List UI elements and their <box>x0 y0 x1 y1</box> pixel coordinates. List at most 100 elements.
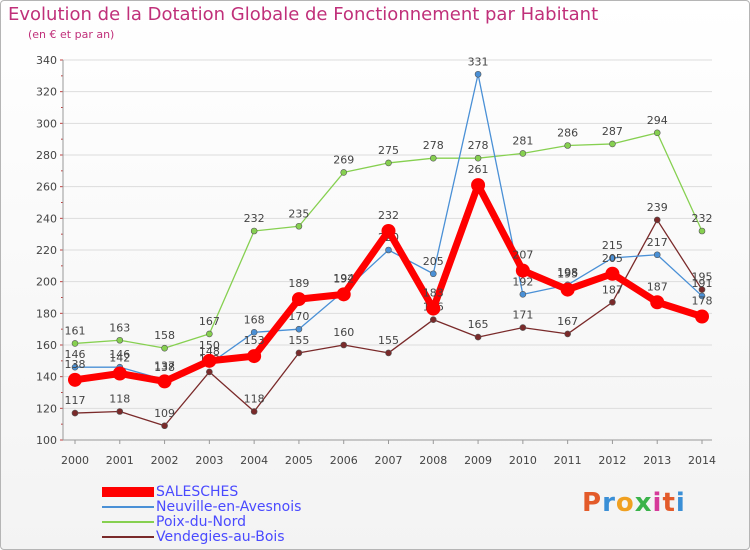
x-tick-label: 2012 <box>598 454 626 467</box>
data-label: 331 <box>468 55 489 68</box>
logo-letter: x <box>634 488 653 518</box>
data-point <box>609 298 616 306</box>
data-label: 192 <box>333 272 354 285</box>
data-label: 187 <box>602 283 623 296</box>
legend-item-neuville: Neuville-en-Avesnois <box>102 498 302 515</box>
data-point <box>426 301 441 316</box>
data-point <box>206 368 213 376</box>
data-label: 142 <box>109 352 130 365</box>
data-label: 191 <box>692 277 713 290</box>
data-point <box>385 349 392 357</box>
data-point <box>116 336 124 344</box>
data-point <box>471 178 486 193</box>
data-point <box>295 222 303 230</box>
y-tick-label: 200 <box>36 276 57 289</box>
y-tick-label: 180 <box>36 307 57 320</box>
data-label: 146 <box>65 348 86 361</box>
data-point <box>519 291 527 298</box>
data-point <box>295 349 303 357</box>
data-label: 239 <box>647 201 668 214</box>
logo-letter: o <box>615 488 635 518</box>
x-tick-label: 2000 <box>61 454 89 467</box>
data-label: 155 <box>378 334 399 347</box>
data-label: 150 <box>199 339 220 352</box>
data-point <box>698 286 706 293</box>
data-label: 187 <box>647 280 668 293</box>
data-point <box>295 325 303 333</box>
logo-letter: i <box>675 488 686 518</box>
x-tick-label: 2003 <box>195 454 223 467</box>
data-label: 281 <box>512 134 533 147</box>
data-label: 118 <box>244 393 265 406</box>
y-tick-label: 260 <box>36 181 57 194</box>
data-point <box>429 154 437 162</box>
data-label: 165 <box>468 318 489 331</box>
x-tick-label: 2007 <box>375 454 403 467</box>
legend-swatch <box>102 520 154 523</box>
data-point <box>609 254 616 262</box>
data-point <box>653 129 661 137</box>
data-point <box>340 341 348 349</box>
data-point <box>605 266 620 281</box>
data-label: 167 <box>557 315 578 328</box>
data-point <box>161 422 168 430</box>
data-label: 232 <box>244 212 265 225</box>
data-point <box>429 270 437 278</box>
data-label: 217 <box>647 236 668 249</box>
y-tick-label: 300 <box>36 117 57 130</box>
data-point <box>474 154 482 162</box>
data-point <box>695 309 709 324</box>
data-label: 146 <box>109 348 130 361</box>
y-tick-label: 320 <box>36 86 57 99</box>
data-point <box>519 324 527 331</box>
logo-letter: r <box>602 488 616 518</box>
data-label: 232 <box>692 212 713 225</box>
logo-letter: i <box>652 488 663 518</box>
x-tick-label: 2002 <box>151 454 179 467</box>
legend-item-vendegies: Vendegies-au-Bois <box>102 529 301 545</box>
y-tick-label: 280 <box>36 149 57 162</box>
data-point <box>515 263 530 278</box>
x-tick-label: 2008 <box>419 454 447 467</box>
x-tick-label: 2010 <box>509 454 537 467</box>
data-point <box>560 282 575 297</box>
legend-swatch <box>102 505 154 508</box>
legend: SALESCHES Neuville-en-Avesnois Poix-du-N… <box>102 483 302 545</box>
x-tick-label: 2004 <box>240 454 268 467</box>
data-point <box>381 224 396 238</box>
data-point <box>474 70 482 78</box>
data-label: 118 <box>109 393 130 406</box>
data-label: 161 <box>65 324 86 337</box>
data-point <box>698 292 706 300</box>
y-tick-label: 220 <box>36 244 57 257</box>
legend-label: Neuville-en-Avesnois <box>156 498 302 515</box>
data-label: 167 <box>199 315 220 328</box>
x-tick-label: 2001 <box>106 454 134 467</box>
legend-item-salesches: SALESCHES <box>102 483 301 500</box>
logo-letter: t <box>662 488 676 518</box>
data-point <box>206 330 213 338</box>
x-tick-label: 2005 <box>285 454 313 467</box>
data-label: 195 <box>692 271 713 284</box>
data-point <box>161 344 168 352</box>
legend-swatch <box>102 535 154 538</box>
x-tick-label: 2006 <box>330 454 358 467</box>
data-point <box>202 353 217 368</box>
data-label: 138 <box>65 358 86 371</box>
x-tick-label: 2009 <box>464 454 492 467</box>
data-label: 109 <box>154 407 175 420</box>
data-point <box>429 316 437 323</box>
data-label: 158 <box>154 329 175 342</box>
data-label: 287 <box>602 125 623 138</box>
data-point <box>250 408 258 415</box>
data-point <box>385 159 392 167</box>
line-chart: 100 120 140 160 180 200 220 240 260 280 300 320 340 2… <box>36 54 716 467</box>
data-label: 269 <box>333 153 354 166</box>
logo-letter: P <box>582 488 603 518</box>
data-label: 155 <box>288 334 309 347</box>
data-label: 183 <box>423 287 444 300</box>
y-tick-label: 340 <box>36 54 57 67</box>
legend-label: SALESCHES <box>156 483 239 500</box>
legend-item-poix: Poix-du-Nord <box>102 514 301 530</box>
data-label: 178 <box>692 295 713 308</box>
